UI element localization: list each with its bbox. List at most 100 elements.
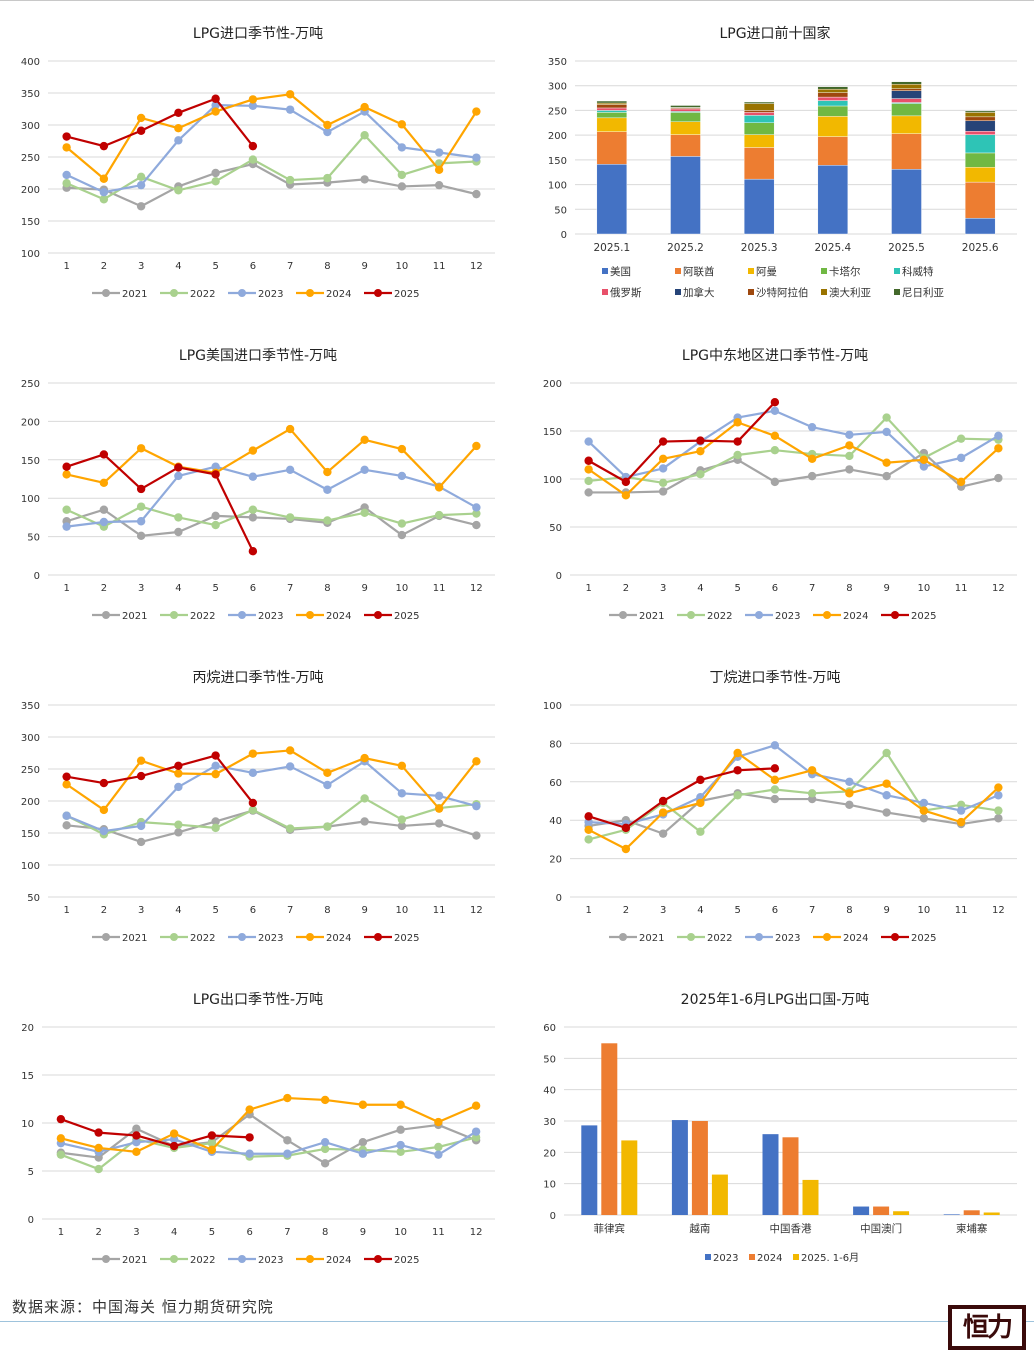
legend-marker-2025 (374, 933, 382, 941)
data-point-2023 (472, 801, 481, 811)
bar-segment-科威特 (964, 134, 996, 154)
y-tick-label: 350 (21, 89, 40, 100)
x-tick-label: 9 (883, 583, 889, 594)
y-tick-label: 150 (21, 829, 40, 840)
data-point-2021 (397, 530, 407, 540)
legend-label: 2023 (713, 1253, 738, 1264)
x-tick-label: 2 (623, 583, 629, 594)
legend-marker-2024 (823, 933, 831, 941)
x-tick-label: 2 (101, 261, 107, 272)
data-point-2023 (174, 471, 183, 481)
x-tick-label: 10 (918, 583, 931, 594)
bar-segment-美国 (964, 217, 996, 235)
x-tick-label: 菲律宾 (594, 1222, 626, 1235)
x-tick-label: 11 (955, 905, 968, 916)
data-source-note: 数据来源：中国海关 恒力期货研究院 (12, 1298, 274, 1316)
x-tick-label: 1 (63, 583, 69, 594)
data-point-2023 (397, 789, 407, 798)
x-tick-label: 4 (175, 583, 181, 594)
data-point-2021 (211, 817, 220, 826)
legend-marker-2021 (102, 289, 110, 297)
y-tick-label: 10 (543, 1180, 556, 1191)
data-point-2022 (733, 791, 742, 800)
y-tick-label: 60 (543, 1023, 556, 1034)
data-point-2022 (174, 820, 183, 829)
x-tick-label: 8 (324, 905, 330, 916)
data-point-2024 (845, 441, 854, 450)
data-point-2025 (99, 450, 109, 459)
legend-swatch-阿曼 (748, 268, 754, 274)
legend-marker-2022 (170, 289, 178, 297)
legend-marker-2022 (170, 1255, 178, 1263)
y-tick-label: 30 (543, 1117, 556, 1128)
data-point-2022 (807, 789, 817, 798)
y-tick-label: 100 (548, 181, 567, 192)
legend-label: 2025 (911, 933, 936, 944)
series-line-2022 (588, 416, 999, 484)
x-tick-label: 7 (287, 905, 293, 916)
data-point-2023 (434, 148, 444, 157)
x-tick-label: 2 (101, 583, 107, 594)
chart-lpg-export-destinations: 2025年1-6月LPG出口国-万吨 0 10 20 30 40 50 60 菲律宾 越南 中国香港… (517, 967, 1034, 1289)
series-line-2025 (60, 1118, 250, 1148)
legend-swatch-卡塔尔 (821, 268, 827, 274)
data-point-2023 (323, 780, 332, 790)
data-point-2025 (621, 477, 631, 487)
x-tick-label: 12 (992, 583, 1005, 594)
bar-segment-美国 (670, 156, 701, 235)
legend-label: 2025 (394, 933, 419, 944)
data-point-2024 (211, 769, 220, 779)
data-point-2022 (94, 1164, 103, 1174)
x-tick-label: 11 (433, 583, 446, 594)
y-tick-label: 100 (543, 701, 562, 712)
data-point-2021 (62, 821, 71, 830)
data-point-2024 (285, 746, 295, 755)
x-tick-label: 7 (809, 583, 815, 594)
y-tick-label: 250 (21, 153, 40, 164)
data-point-2022 (733, 450, 742, 460)
legend-label: 尼日利亚 (902, 287, 944, 299)
x-tick-label: 9 (360, 1227, 366, 1238)
x-tick-label: 5 (212, 583, 218, 594)
legend-label: 卡塔尔 (829, 265, 861, 278)
data-point-2023 (136, 821, 146, 831)
legend-swatch-美国 (602, 268, 608, 274)
data-point-2022 (62, 179, 71, 188)
x-tick-label: 3 (138, 261, 144, 272)
data-point-2021 (174, 527, 183, 537)
data-point-2025 (733, 437, 742, 446)
data-point-2021 (845, 800, 854, 810)
bar-segment-卡塔尔 (891, 103, 922, 117)
data-point-2023 (62, 170, 71, 180)
series-line-2024 (66, 427, 478, 489)
data-point-2022 (360, 131, 369, 140)
data-point-2023 (99, 517, 109, 527)
data-point-2023 (169, 1135, 179, 1144)
bar-segment-尼日利亚 (743, 101, 775, 104)
data-point-2023 (919, 798, 929, 808)
x-tick-label: 2025.2 (667, 242, 704, 254)
data-point-2023 (956, 453, 966, 463)
data-point-2023 (358, 1149, 368, 1158)
data-point-2024 (471, 1101, 481, 1110)
data-point-2023 (285, 105, 295, 114)
data-point-2021 (396, 1125, 405, 1134)
bar-segment-澳大利亚 (964, 112, 996, 118)
y-tick-label: 150 (21, 217, 40, 228)
data-point-2025 (62, 772, 71, 781)
legend-marker-2021 (619, 933, 627, 941)
y-tick-label: 200 (543, 379, 562, 390)
data-point-2022 (396, 1147, 405, 1156)
data-point-2022 (99, 195, 109, 204)
data-point-2023 (283, 1149, 292, 1158)
legend-label: 2021 (639, 611, 664, 622)
data-point-2024 (733, 418, 742, 427)
y-tick-label: 100 (21, 861, 40, 872)
data-point-2025 (99, 141, 109, 151)
x-tick-label: 6 (250, 905, 256, 916)
data-point-2022 (882, 748, 891, 758)
data-point-2021 (472, 520, 481, 530)
chart-title: LPG美国进口季节性-万吨 (179, 348, 337, 364)
x-tick-label: 7 (809, 905, 815, 916)
bar-segment-俄罗斯 (891, 98, 922, 103)
